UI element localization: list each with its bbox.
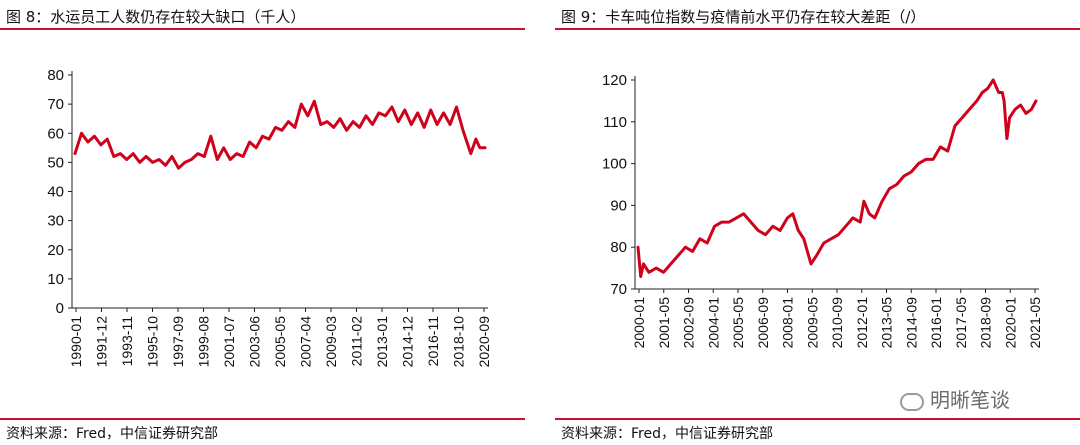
- x-tick-label: 2009-03: [323, 316, 339, 368]
- x-tick-label: 1999-08: [196, 316, 212, 368]
- x-tick-label: 1997-09: [170, 316, 186, 368]
- chart-panel-right: 图 9：卡车吨位指数与疫情前水平仍存在较大差距（/） 70 80 90 100 110 1…: [555, 0, 1080, 445]
- x-tick-label: 2005-05: [272, 316, 288, 368]
- y-tick-label: 70: [610, 281, 627, 298]
- x-tick-label: 2018-09: [978, 297, 994, 349]
- y-tick-label: 90: [610, 197, 627, 214]
- chart-panel-left: 图 8：水运员工人数仍存在较大缺口（千人） 0 10 20 30 40 50 60 70 80 1…: [0, 0, 525, 445]
- y-tick-label: 110: [603, 114, 627, 131]
- x-tick-label: 2016-01: [928, 297, 944, 349]
- wechat-icon: [900, 392, 924, 411]
- x-tick-label: 2001-05: [656, 297, 672, 349]
- x-tick-label: 2009-05: [804, 297, 820, 349]
- y-tick-label: 100: [602, 156, 627, 173]
- y-tick-label: 50: [47, 154, 64, 171]
- y-tick-label: 40: [47, 184, 64, 201]
- series-line-left: [73, 99, 487, 170]
- x-tick-label: 2007-04: [298, 316, 314, 368]
- y-tick-label: 20: [47, 242, 64, 259]
- x-tick-label: 1995-10: [145, 316, 161, 368]
- x-tick-label: 2004-01: [705, 297, 721, 349]
- chart-right: 70 80 90 100 110 120 2000-01 2001-05 2002-09 2004…: [602, 72, 1043, 349]
- y-tick-label: 60: [47, 125, 64, 142]
- x-tick-label: 2012-01: [854, 297, 870, 349]
- y-tick-label: 30: [47, 213, 64, 230]
- x-tick-label: 2013-05: [879, 297, 895, 349]
- x-tick-label: 2011-02: [349, 316, 365, 367]
- x-tick-label: 2006-09: [755, 297, 771, 349]
- source-left: 资料来源：Fred，中信证券研究部: [6, 426, 218, 442]
- x-tick-label: 2014-09: [903, 297, 919, 349]
- series-line-right: [636, 78, 1038, 278]
- x-tick-label: 2021-05: [1027, 297, 1043, 349]
- x-tick-label: 2018-10: [451, 316, 467, 368]
- x-tick-label: 2013-01: [374, 316, 390, 368]
- x-tick-label: 2020-09: [476, 316, 492, 368]
- y-tick-label: 80: [610, 239, 627, 256]
- y-tick-label: 0: [56, 300, 64, 317]
- title-rule-left: [0, 28, 525, 30]
- y-tick-label: 70: [47, 96, 64, 113]
- source-right: 资料来源：Fred，中信证券研究部: [561, 426, 773, 442]
- x-tick-label: 2003-06: [247, 316, 263, 368]
- y-tick-label: 80: [47, 67, 64, 84]
- y-tick-label: 10: [47, 271, 64, 288]
- x-tick-label: 1993-11: [119, 316, 135, 367]
- chart-title-right: 图 9：卡车吨位指数与疫情前水平仍存在较大差距（/）: [561, 8, 926, 26]
- chart-title-left: 图 8：水运员工人数仍存在较大缺口（千人）: [6, 8, 306, 26]
- y-tick-label: 120: [602, 72, 627, 89]
- watermark-text: 明晰笔谈: [930, 388, 1010, 412]
- source-rule-right: [555, 418, 1080, 420]
- x-tick-label: 2010-09: [829, 297, 845, 349]
- x-tick-label: 2008-01: [780, 297, 796, 349]
- x-tick-label: 2002-09: [681, 297, 697, 349]
- watermark: 明晰笔谈: [900, 384, 1010, 413]
- x-tick-label: 2000-01: [631, 297, 647, 349]
- x-tick-label: 1990-01: [68, 316, 84, 368]
- x-tick-label: 2001-07: [221, 316, 237, 368]
- x-tick-label: 2005-05: [730, 297, 746, 349]
- chart-left: 0 10 20 30 40 50 60 70 80 1990-01 1991-12 1993-11 19…: [47, 67, 492, 368]
- x-tick-label: 2020-01: [1002, 297, 1018, 349]
- x-tick-label: 2017-05: [953, 297, 969, 349]
- x-tick-label: 1991-12: [94, 316, 110, 368]
- source-rule-left: [0, 418, 525, 420]
- title-rule-right: [555, 28, 1080, 30]
- x-tick-label: 2016-11: [425, 316, 441, 367]
- x-tick-label: 2014-12: [400, 316, 416, 368]
